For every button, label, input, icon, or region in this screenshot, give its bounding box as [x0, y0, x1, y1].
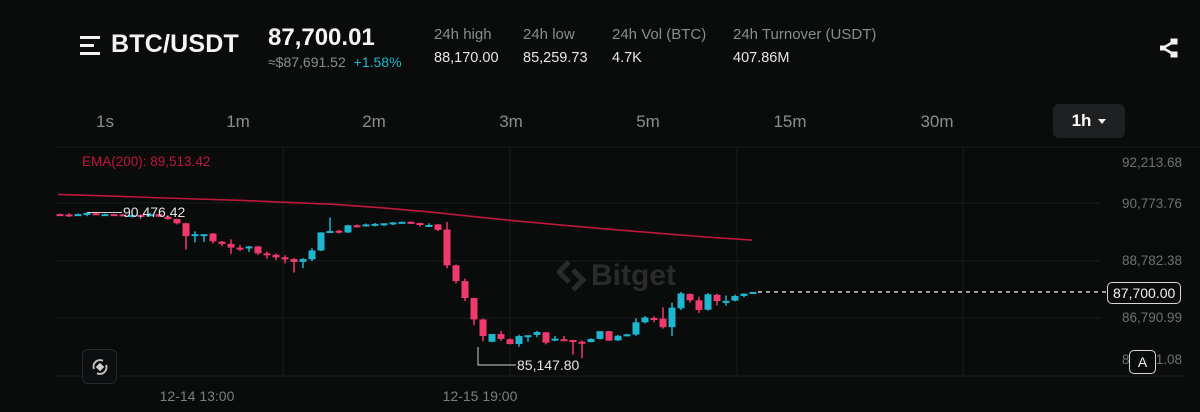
change-percent: +1.58% [353, 54, 402, 70]
tab-1m[interactable]: 1m [226, 112, 250, 131]
y-axis-label: 86,790.99 [1121, 310, 1182, 325]
low-marker-label: 85,147.80 [517, 357, 580, 373]
last-price: 87,700.01 [268, 24, 375, 51]
stat-label: 24h low [523, 26, 575, 43]
stat-label: 24h high [434, 26, 492, 43]
tab-30m[interactable]: 30m [920, 112, 954, 131]
stat-24h-vol: 24h Vol (BTC) 4.7K [612, 26, 706, 66]
tab-5m[interactable]: 5m [636, 112, 660, 131]
high-marker-label: 90,476.42 [123, 204, 186, 220]
stat-value: 88,170.00 [434, 50, 499, 66]
menu-icon[interactable] [80, 36, 102, 56]
ticker-header: BTC/USDT 87,700.01 ≈$87,691.52 +1.58% 24… [0, 0, 1200, 90]
trading-pair[interactable]: BTC/USDT [111, 30, 239, 58]
x-axis-label: 12-15 19:00 [442, 388, 518, 404]
stat-24h-high: 24h high 88,170.00 [434, 26, 499, 66]
watermark-text: Bitget [591, 259, 676, 292]
rotate-reset-icon [92, 358, 107, 375]
chart-canvas[interactable] [0, 146, 1200, 412]
tab-15m[interactable]: 15m [773, 112, 807, 131]
auto-scale-button[interactable]: A [1129, 350, 1156, 374]
stat-value: 4.7K [612, 50, 642, 66]
tab-3m[interactable]: 3m [499, 112, 523, 131]
stat-label: 24h Vol (BTC) [612, 26, 707, 43]
y-axis-label: 92,213.68 [1121, 155, 1182, 170]
tab-1s[interactable]: 1s [96, 112, 114, 131]
tab-1h-label: 1h [1071, 111, 1092, 130]
reset-view-button[interactable] [82, 349, 117, 384]
stat-label: 24h Turnover (USDT) [733, 26, 877, 43]
candlestick-chart[interactable] [0, 146, 1200, 412]
y-axis-label: 88,782.38 [1121, 253, 1182, 268]
stat-24h-turnover: 24h Turnover (USDT) 407.86M [733, 26, 876, 66]
current-price-tag[interactable]: 87,700.00 [1107, 282, 1182, 304]
caret-down-icon [1098, 118, 1107, 124]
interval-tabs: 1s 1m 2m 3m 5m 15m 30m [0, 100, 1200, 142]
stat-24h-low: 24h low 85,259.73 [523, 26, 588, 66]
bitget-watermark: Bitget [557, 259, 676, 293]
tab-1h-dropdown[interactable]: 1h [1053, 104, 1125, 138]
tab-2m[interactable]: 2m [362, 112, 386, 131]
y-axis-label: 90,773.76 [1121, 196, 1182, 211]
stat-value: 407.86M [733, 50, 790, 66]
bitget-logo-icon [557, 260, 587, 292]
x-axis-label: 12-14 13:00 [159, 388, 235, 404]
stat-value: 85,259.73 [523, 50, 588, 66]
usd-price-line: ≈$87,691.52 +1.58% [268, 54, 402, 70]
usd-price: ≈$87,691.52 [268, 54, 346, 70]
share-icon[interactable] [1156, 36, 1180, 60]
ema-legend[interactable]: EMA(200): 89,513.42 [82, 154, 211, 169]
